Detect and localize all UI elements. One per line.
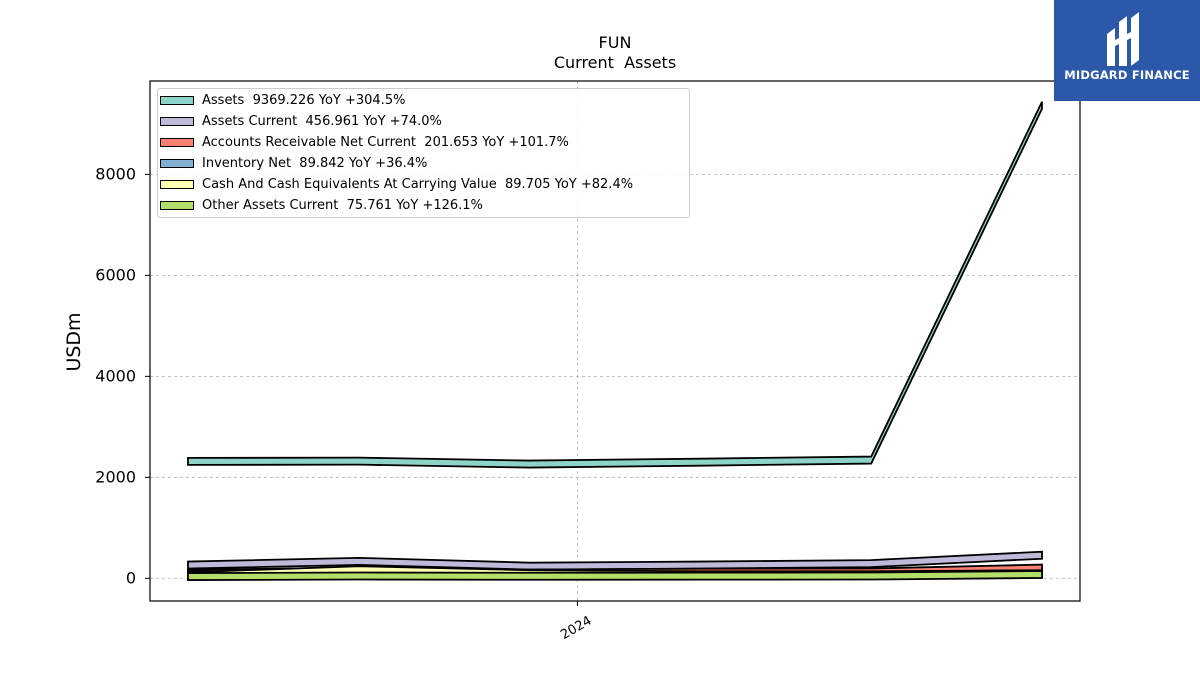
legend-label: Accounts Receivable Net Current 201.653 … — [202, 135, 569, 150]
legend-item: Assets Current 456.961 YoY +74.0% — [160, 111, 442, 132]
midgard-logo-icon — [1107, 12, 1139, 66]
series-band — [187, 101, 1043, 469]
legend-swatch — [160, 180, 194, 189]
legend-item: Inventory Net 89.842 YoY +36.4% — [160, 153, 427, 174]
y-axis: 0 2000 4000 6000 8000 — [95, 164, 150, 587]
legend-item: Assets 9369.226 YoY +304.5% — [160, 90, 405, 111]
series-group — [187, 101, 1043, 581]
legend-item: Other Assets Current 75.761 YoY +126.1% — [160, 195, 483, 216]
chart-title: FUN — [599, 33, 632, 52]
series-band — [187, 550, 1043, 571]
legend-swatch — [160, 117, 194, 126]
y-tick-label: 4000 — [95, 366, 136, 385]
x-axis: 2024 — [558, 601, 594, 643]
plot-frame — [149, 80, 1081, 602]
legend-label: Inventory Net 89.842 YoY +36.4% — [202, 156, 428, 171]
legend-label: Assets 9369.226 YoY +304.5% — [202, 93, 406, 108]
y-tick-label: 6000 — [95, 265, 136, 284]
chart-subtitle: Current Assets — [554, 53, 676, 72]
logo-text: MIDGARD FINANCE — [1064, 68, 1190, 82]
y-tick-label: 2000 — [95, 467, 136, 486]
legend: Assets 9369.226 YoY +304.5% Assets Curre… — [157, 88, 690, 218]
legend-swatch — [160, 159, 194, 168]
legend-item: Accounts Receivable Net Current 201.653 … — [160, 132, 569, 153]
x-tick-label: 2024 — [558, 613, 594, 643]
legend-label: Other Assets Current 75.761 YoY +126.1% — [202, 198, 483, 213]
legend-label: Assets Current 456.961 YoY +74.0% — [202, 114, 442, 129]
legend-swatch — [160, 201, 194, 210]
legend-swatch — [160, 96, 194, 105]
logo-badge: MIDGARD FINANCE — [1054, 0, 1200, 101]
legend-label: Cash And Cash Equivalents At Carrying Va… — [202, 177, 634, 192]
y-tick-label: 8000 — [95, 164, 136, 183]
series-band — [187, 570, 1043, 581]
legend-swatch — [160, 138, 194, 147]
legend-item: Cash And Cash Equivalents At Carrying Va… — [160, 174, 633, 195]
y-axis-label: USDm — [63, 312, 85, 371]
y-tick-label: 0 — [126, 568, 136, 587]
